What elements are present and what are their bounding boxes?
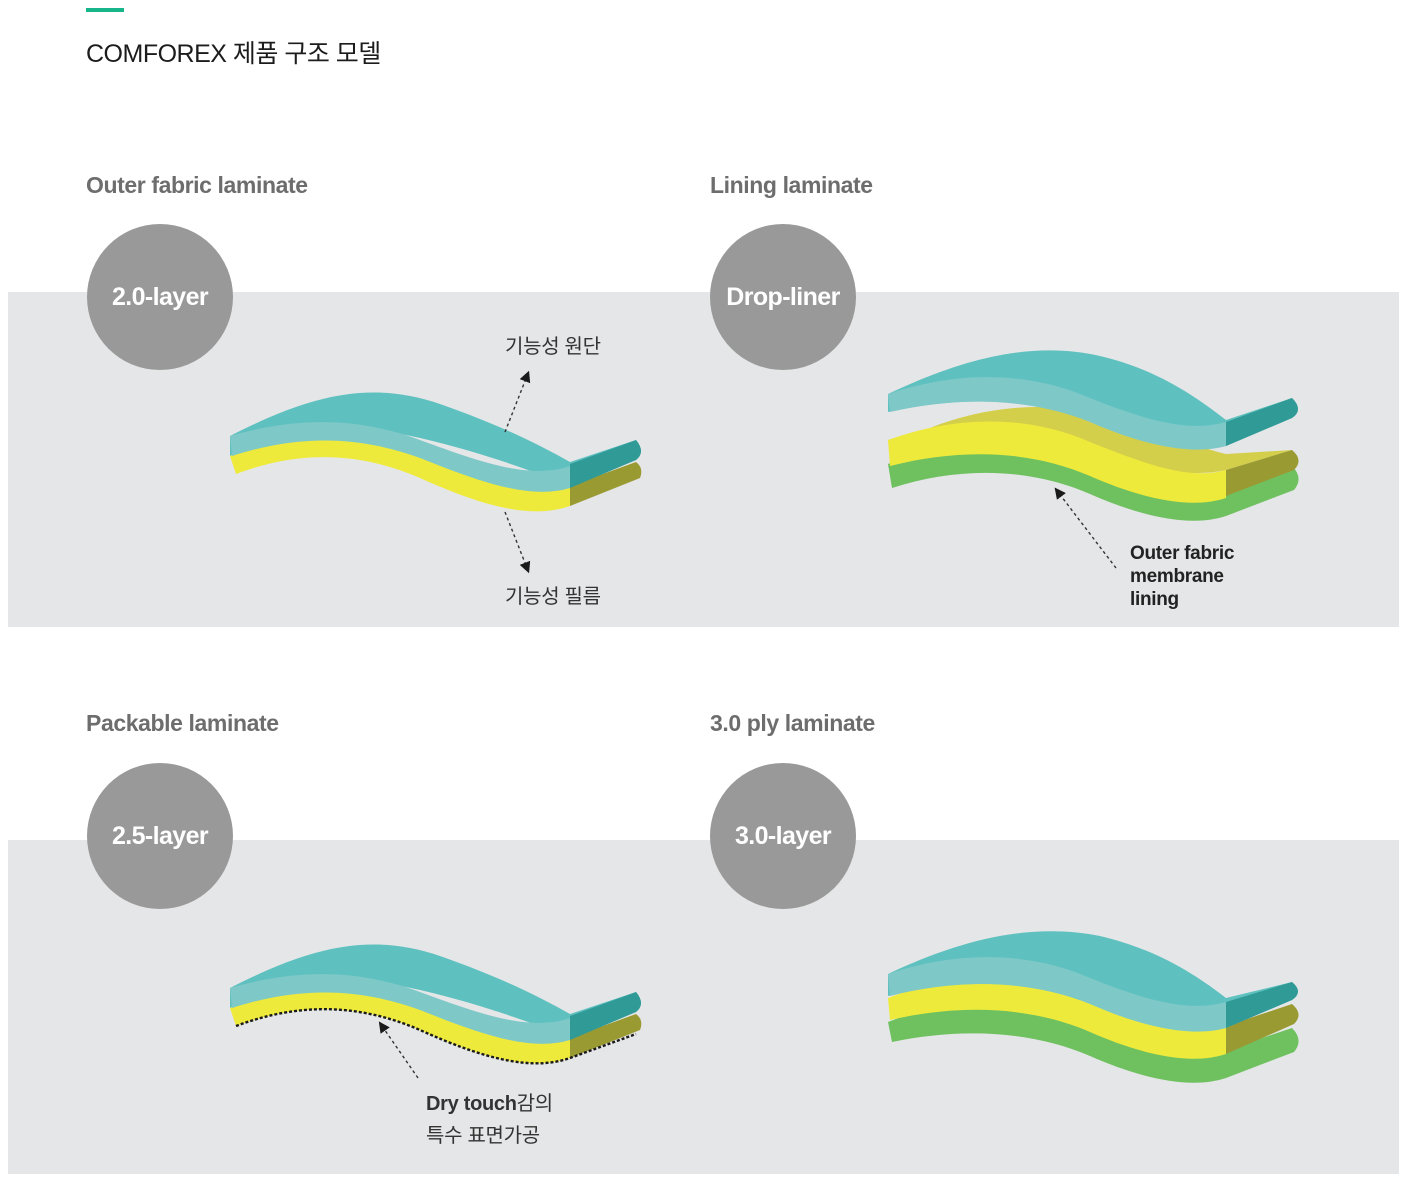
fabric-edge (570, 992, 641, 1040)
page-title: COMFOREX 제품 구조 모델 (86, 40, 381, 68)
film-edge (570, 462, 642, 506)
badge-3-0-layer: 3.0-layer (710, 763, 856, 909)
section-title-outer-fabric: Outer fabric laminate (86, 172, 308, 198)
membrane-front-face (888, 421, 1226, 503)
arrow-to-coating (378, 1021, 419, 1079)
label-outer-fabric: Outer fabric (1130, 543, 1235, 564)
dry-touch-coating (235, 1008, 637, 1065)
fabric-front-face (230, 974, 570, 1044)
lining-layer (888, 1001, 1299, 1083)
fabric-top-surface (230, 944, 641, 1038)
fabric-edge (570, 440, 641, 488)
film-layer (230, 435, 570, 512)
arrow-to-film (504, 511, 531, 574)
diagram-3-0-layer (888, 931, 1299, 1083)
label-dry-touch-line1: Dry touch감의 (426, 1088, 553, 1120)
outer-fabric-top-surface (888, 350, 1298, 448)
label-lining: lining (1130, 589, 1179, 610)
membrane-edge (1226, 1004, 1299, 1054)
badge-drop-liner: Drop-liner (710, 224, 856, 370)
section-title-lining: Lining laminate (710, 172, 873, 198)
fabric-top-surface (230, 392, 641, 486)
membrane-layer (888, 977, 1226, 1059)
label-functional-film: 기능성 필름 (505, 586, 601, 608)
label-dry-touch: Dry touch감의 특수 표면가공 (426, 1088, 553, 1152)
arrow-to-fabric (504, 370, 531, 433)
label-membrane: membrane (1130, 566, 1224, 587)
header-accent-bar (86, 8, 124, 12)
arrow-to-layers (1054, 487, 1117, 569)
diagram-2-5-layer (230, 944, 642, 1079)
label-dry-touch-en: Dry touch (426, 1093, 517, 1115)
outer-fabric-front-face (888, 957, 1226, 1032)
outer-fabric-edge (1226, 398, 1298, 446)
label-dry-touch-ko: 감의 (516, 1093, 554, 1115)
label-layer-list: Outer fabric membrane lining (1130, 542, 1234, 611)
section-title-packable: Packable laminate (86, 710, 279, 736)
diagram-drop-liner (888, 350, 1299, 569)
fabric-front-face (230, 422, 570, 492)
membrane-edge (1226, 450, 1299, 496)
film-layer (230, 987, 570, 1064)
section-title-3ply: 3.0 ply laminate (710, 710, 875, 736)
badge-2-5-layer: 2.5-layer (87, 763, 233, 909)
label-functional-fabric: 기능성 원단 (505, 336, 601, 358)
diagram-2-0-layer (230, 370, 642, 574)
outer-fabric-front-face (888, 377, 1226, 450)
label-surface-finish: 특수 표면가공 (426, 1125, 540, 1147)
badge-2-0-layer: 2.0-layer (87, 224, 233, 370)
film-edge (570, 1014, 642, 1058)
outer-fabric-edge (1226, 982, 1298, 1028)
